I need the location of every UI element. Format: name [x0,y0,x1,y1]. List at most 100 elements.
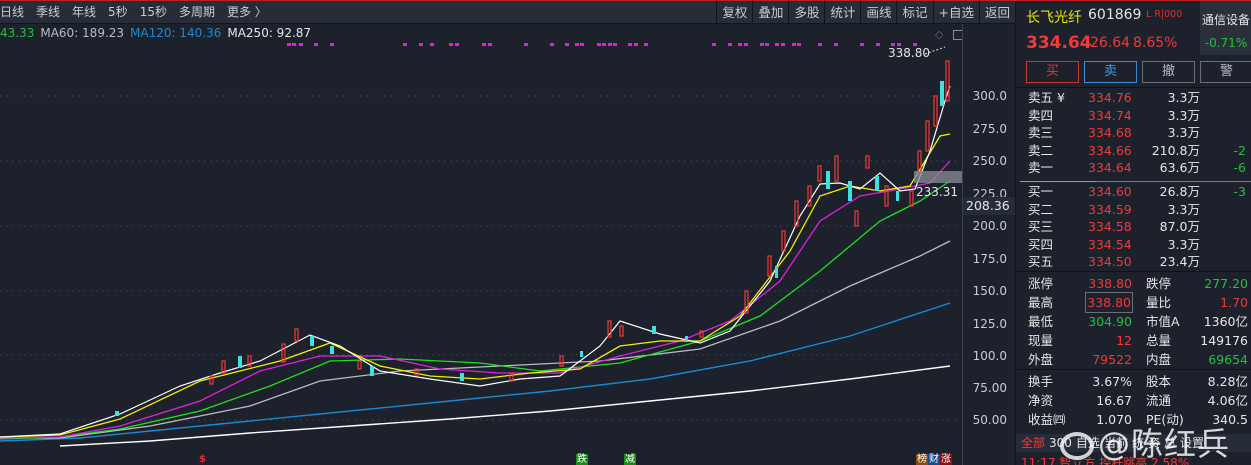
stat-row: 净资 16.67 流通 4.06亿 [1016,391,1251,410]
period-more[interactable]: 更多 〉 [226,5,267,19]
diamond-icon[interactable]: ◇ [935,28,944,41]
axis-separator [962,24,963,465]
stat-label: 内盘 [1146,352,1172,367]
period-multi[interactable]: 多周期 [178,5,215,19]
bid-label: 买三 [1028,219,1054,234]
back-button[interactable]: 返回 [978,1,1015,24]
stats-button[interactable]: 统计 [824,1,860,24]
ytick: 200.0 [972,219,1007,233]
ytick: 100.0 [972,349,1007,363]
finance-badge[interactable]: 财 [928,454,940,465]
news-ticker[interactable]: 11:17 智立方 探杆跳高 2.58% [1021,456,1190,465]
ask-row[interactable]: 卖四 334.74 3.3万 [1016,107,1251,125]
stat-label: 外盘 [1028,352,1054,367]
bid-price: 334.54 [1088,236,1132,252]
bid-row[interactable]: 买三 334.58 87.0万 [1016,218,1251,236]
sector-change: -0.71% [1204,36,1248,50]
stat-row: 换手 3.67% 股本 8.28亿 [1016,372,1251,391]
period-year[interactable]: 年线 [72,5,97,19]
stats-block-1: 涨停 338.80 跌停 277.20 最高 338.80 量比 1.70 最低 304.90… [1016,274,1251,369]
chart-panel: 日线 季线 年线 5秒 15秒 多周期 更多 〉 复权 叠加 多股 统计 画线 … [0,1,1015,465]
stat-label: 最高 [1028,295,1054,310]
bid-volume: 3.3万 [1167,236,1200,252]
bid-volume: 23.4万 [1159,254,1200,269]
ytick: 150.0 [972,284,1007,298]
ytick: 250.0 [972,154,1007,168]
multi-stock-button[interactable]: 多股 [788,1,824,24]
cancel-order-button[interactable]: 撤 [1142,61,1195,83]
reduce-badge[interactable]: 减 [624,454,636,465]
alert-button[interactable]: 警 [1200,61,1251,83]
stat-label: 流通 [1146,393,1172,408]
stats-block-2: 换手 3.67% 股本 8.28亿 净资 16.67 流通 4.06亿 收益㈣ 1.070 PE… [1016,372,1251,429]
bid-label: 买五 [1028,254,1054,269]
ask-row[interactable]: 卖二 334.66 210.8万 -2 [1016,142,1251,160]
trade-buttons: 买 卖 撤 警 [1026,61,1251,83]
stat-value: 12 [1116,333,1132,348]
tab-funds[interactable]: 资 [1147,436,1160,450]
stat-label: 总量 [1146,333,1172,348]
ask-row[interactable]: 卖五 ¥ 334.76 3.3万 [1016,89,1251,107]
add-watchlist-button[interactable]: +自选 [932,1,979,24]
bid-diff: -3 [1233,184,1246,199]
ask-price: 334.76 [1088,90,1132,105]
ytick: 75.00 [972,381,1007,395]
tab-total[interactable]: 总 [1163,436,1176,450]
rank-badge[interactable]: 榜 [916,454,928,465]
divider [1016,271,1251,272]
bid-row[interactable]: 买一 334.60 26.8万 -3 [1016,183,1251,201]
draw-button[interactable]: 画线 [860,1,896,24]
sector-box[interactable]: 通信设备 -0.71% [1200,1,1251,55]
candlestick-chart[interactable]: 338.80 233.31 - [0,42,962,465]
ask-price: 334.68 [1088,125,1132,140]
stat-value: 304.90 [1088,314,1132,329]
price-axis: 300.0 275.0 250.0 225.0 200.0 175.0 150.… [963,24,1015,465]
stat-value: 277.20 [1204,276,1248,291]
ask-row[interactable]: 卖三 334.68 3.3万 [1016,124,1251,142]
stat-label: 最低 [1028,314,1054,329]
tab-current[interactable]: 当前 [1103,436,1128,450]
chart-tools: 复权 叠加 多股 统计 画线 标记 +自选 返回 [716,1,1015,24]
bid-label: 买二 [1028,201,1054,217]
tab-300[interactable]: 300 [1049,436,1072,450]
period-day[interactable]: 日线 [0,5,25,19]
stat-value: 1360亿 [1203,314,1248,329]
ask-label: 卖二 [1028,142,1054,158]
bid-row[interactable]: 买四 334.54 3.3万 [1016,236,1251,254]
stat-row: 最高 338.80 量比 1.70 [1016,292,1251,313]
stat-value: 3.67% [1092,374,1132,389]
stock-name: 长飞光纤 [1026,10,1082,26]
overlay-button[interactable]: 叠加 [752,1,788,24]
bid-price: 334.58 [1088,219,1132,234]
bid-label: 买一 [1028,184,1054,199]
bid-volume: 26.8万 [1159,184,1200,199]
ytick: 175.0 [972,252,1007,266]
tab-watchlist[interactable]: 自选 [1075,436,1100,450]
tab-stats[interactable]: 统 [1131,436,1144,450]
fall-badge[interactable]: 跌 [576,454,588,465]
tab-all[interactable]: 全部 [1021,436,1046,450]
period-15s[interactable]: 15秒 [139,5,167,19]
adjust-button[interactable]: 复权 [716,1,752,24]
stat-value: 1.70 [1220,295,1248,310]
bid-row[interactable]: 买二 334.59 3.3万 [1016,201,1251,219]
tab-settings[interactable]: 设置 [1180,436,1205,450]
mark-button[interactable]: 标记 [896,1,932,24]
period-5s[interactable]: 5秒 [108,5,128,19]
sell-button[interactable]: 卖 [1084,61,1137,83]
rise-badge[interactable]: 涨 [940,454,952,465]
bid-row[interactable]: 买五 334.50 23.4万 [1016,253,1251,271]
order-book-bids: 买一 334.60 26.8万 -3 买二 334.59 3.3万 买三 334.58 87.… [1016,183,1251,271]
stat-label: 市值A [1146,314,1180,329]
buy-button[interactable]: 买 [1026,61,1079,83]
price-change: 26.64 [1090,35,1131,51]
stat-value: 1.070 [1096,412,1132,427]
ask-diff: -6 [1233,160,1246,175]
stock-flags: L R|000 [1146,9,1183,20]
ask-price: 334.74 [1088,107,1132,123]
period-quarter[interactable]: 季线 [36,5,61,19]
dollar-badge[interactable]: $ [199,454,206,465]
stat-label: 股本 [1146,374,1172,389]
ask-row[interactable]: 卖一 334.64 63.6万 -6 [1016,159,1251,177]
ask-label: 卖五 ¥ [1028,90,1065,105]
